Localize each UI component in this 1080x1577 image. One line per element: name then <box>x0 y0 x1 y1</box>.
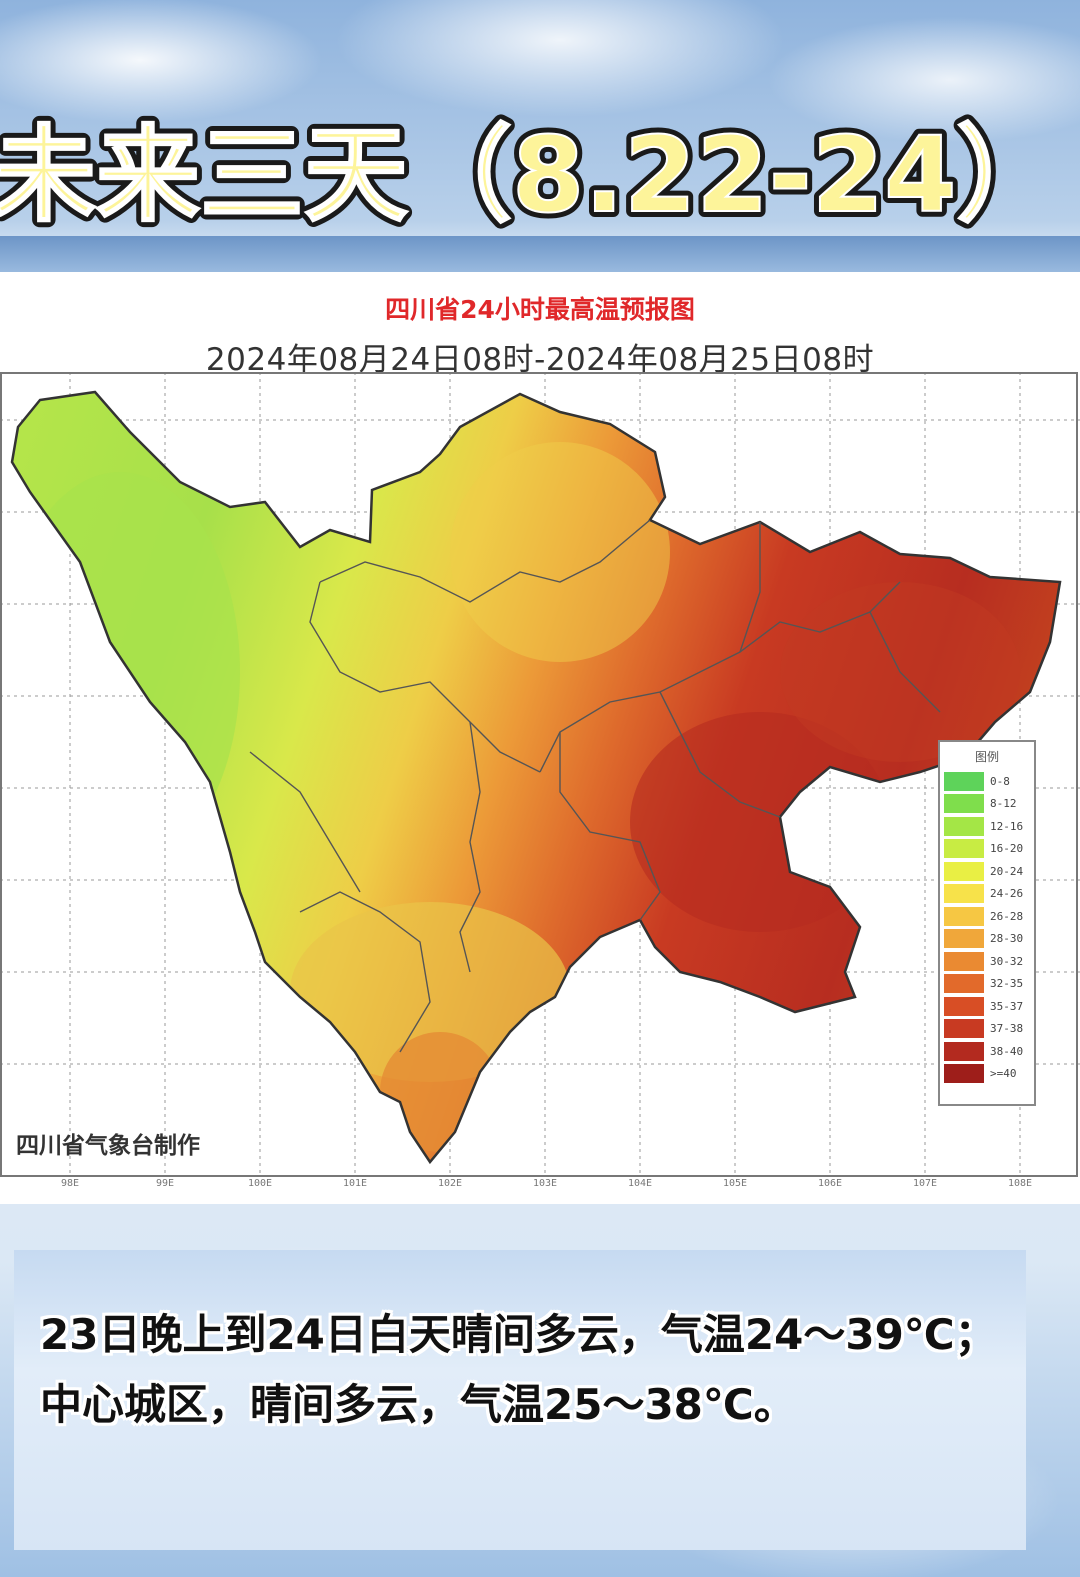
legend-item: 20-24 <box>944 860 1030 883</box>
legend-item: >=40 <box>944 1063 1030 1086</box>
legend-item: 8-12 <box>944 793 1030 816</box>
legend-label: 16-20 <box>990 842 1024 856</box>
legend-label: 28-30 <box>990 932 1024 946</box>
legend-item: 0-8 <box>944 770 1030 793</box>
legend-item: 32-35 <box>944 973 1030 996</box>
longitude-tick-label: 106E <box>817 1178 843 1189</box>
temperature-map <box>0 372 1080 1177</box>
legend-swatch <box>944 1064 984 1084</box>
map-title: 四川省24小时最高温预报图 <box>385 295 695 324</box>
longitude-tick-label: 98E <box>60 1178 80 1189</box>
legend-swatch <box>944 906 984 926</box>
longitude-tick-label: 99E <box>155 1178 175 1189</box>
legend-swatch <box>944 794 984 814</box>
longitude-tick-label: 107E <box>912 1178 938 1189</box>
longitude-tick-label: 108E <box>1007 1178 1033 1189</box>
legend-label: 37-38 <box>990 1022 1024 1036</box>
legend-title: 图例 <box>974 750 999 764</box>
map-credit: 四川省气象台制作 <box>16 1133 200 1159</box>
legend-item: 16-20 <box>944 838 1030 861</box>
legend-swatch <box>944 974 984 994</box>
legend-label: >=40 <box>990 1067 1017 1081</box>
longitude-ticks: 98E 99E 100E 101E 102E 103E 104E 105E 106E 107E 10… <box>0 1178 1080 1198</box>
longitude-tick-label: 104E <box>627 1178 653 1189</box>
legend-label: 0-8 <box>990 774 1010 788</box>
legend-swatch <box>944 951 984 971</box>
legend-item: 30-32 <box>944 950 1030 973</box>
legend-swatch <box>944 1041 984 1061</box>
legend-label: 12-16 <box>990 819 1024 833</box>
longitude-tick-label: 100E <box>247 1178 273 1189</box>
caption-panel <box>14 1250 1026 1550</box>
legend-swatch <box>944 861 984 881</box>
legend-label: 8-12 <box>990 797 1017 811</box>
header-band <box>0 236 1080 274</box>
caption-text: 23日晚上到24日白天晴间多云，气温24～39℃；中心城区，晴间多云，气温25～… <box>40 1310 997 1429</box>
headline-text: 未来三天（8.22-24） <box>0 114 1061 236</box>
prefecture-boundaries <box>249 519 941 1053</box>
legend-item: 37-38 <box>944 1018 1030 1041</box>
map-legend: 图例 0-8 8-12 12-16 16-20 20-24 24-26 26-28 28-30… <box>938 740 1036 1106</box>
legend-item: 26-28 <box>944 905 1030 928</box>
map-frame <box>0 372 1078 1177</box>
headline: 未来三天（8.22-24） 未来三天（8.22-24） <box>0 108 1067 242</box>
legend-swatch <box>944 816 984 836</box>
legend-swatch <box>944 839 984 859</box>
longitude-tick-label: 101E <box>342 1178 368 1189</box>
legend-label: 38-40 <box>990 1044 1024 1058</box>
legend-item: 38-40 <box>944 1040 1030 1063</box>
legend-swatch <box>944 1019 984 1039</box>
legend-swatch <box>944 929 984 949</box>
province-fill <box>12 392 1060 1162</box>
legend-swatch <box>944 884 984 904</box>
longitude-tick-label: 103E <box>532 1178 558 1189</box>
legend-item: 28-30 <box>944 928 1030 951</box>
longitude-tick-label: 102E <box>437 1178 463 1189</box>
legend-label: 26-28 <box>990 909 1024 923</box>
legend-label: 20-24 <box>990 864 1024 878</box>
legend-item: 24-26 <box>944 883 1030 906</box>
legend-item: 12-16 <box>944 815 1030 838</box>
legend-label: 30-32 <box>990 954 1024 968</box>
legend-item: 35-37 <box>944 995 1030 1018</box>
legend-swatch <box>944 771 984 791</box>
legend-label: 24-26 <box>990 887 1024 901</box>
headline-text-outline: 未来三天（8.22-24） <box>0 114 1061 236</box>
legend-label: 35-37 <box>990 999 1024 1013</box>
longitude-tick-label: 105E <box>722 1178 748 1189</box>
legend-swatch <box>944 996 984 1016</box>
legend-label: 32-35 <box>990 977 1024 991</box>
